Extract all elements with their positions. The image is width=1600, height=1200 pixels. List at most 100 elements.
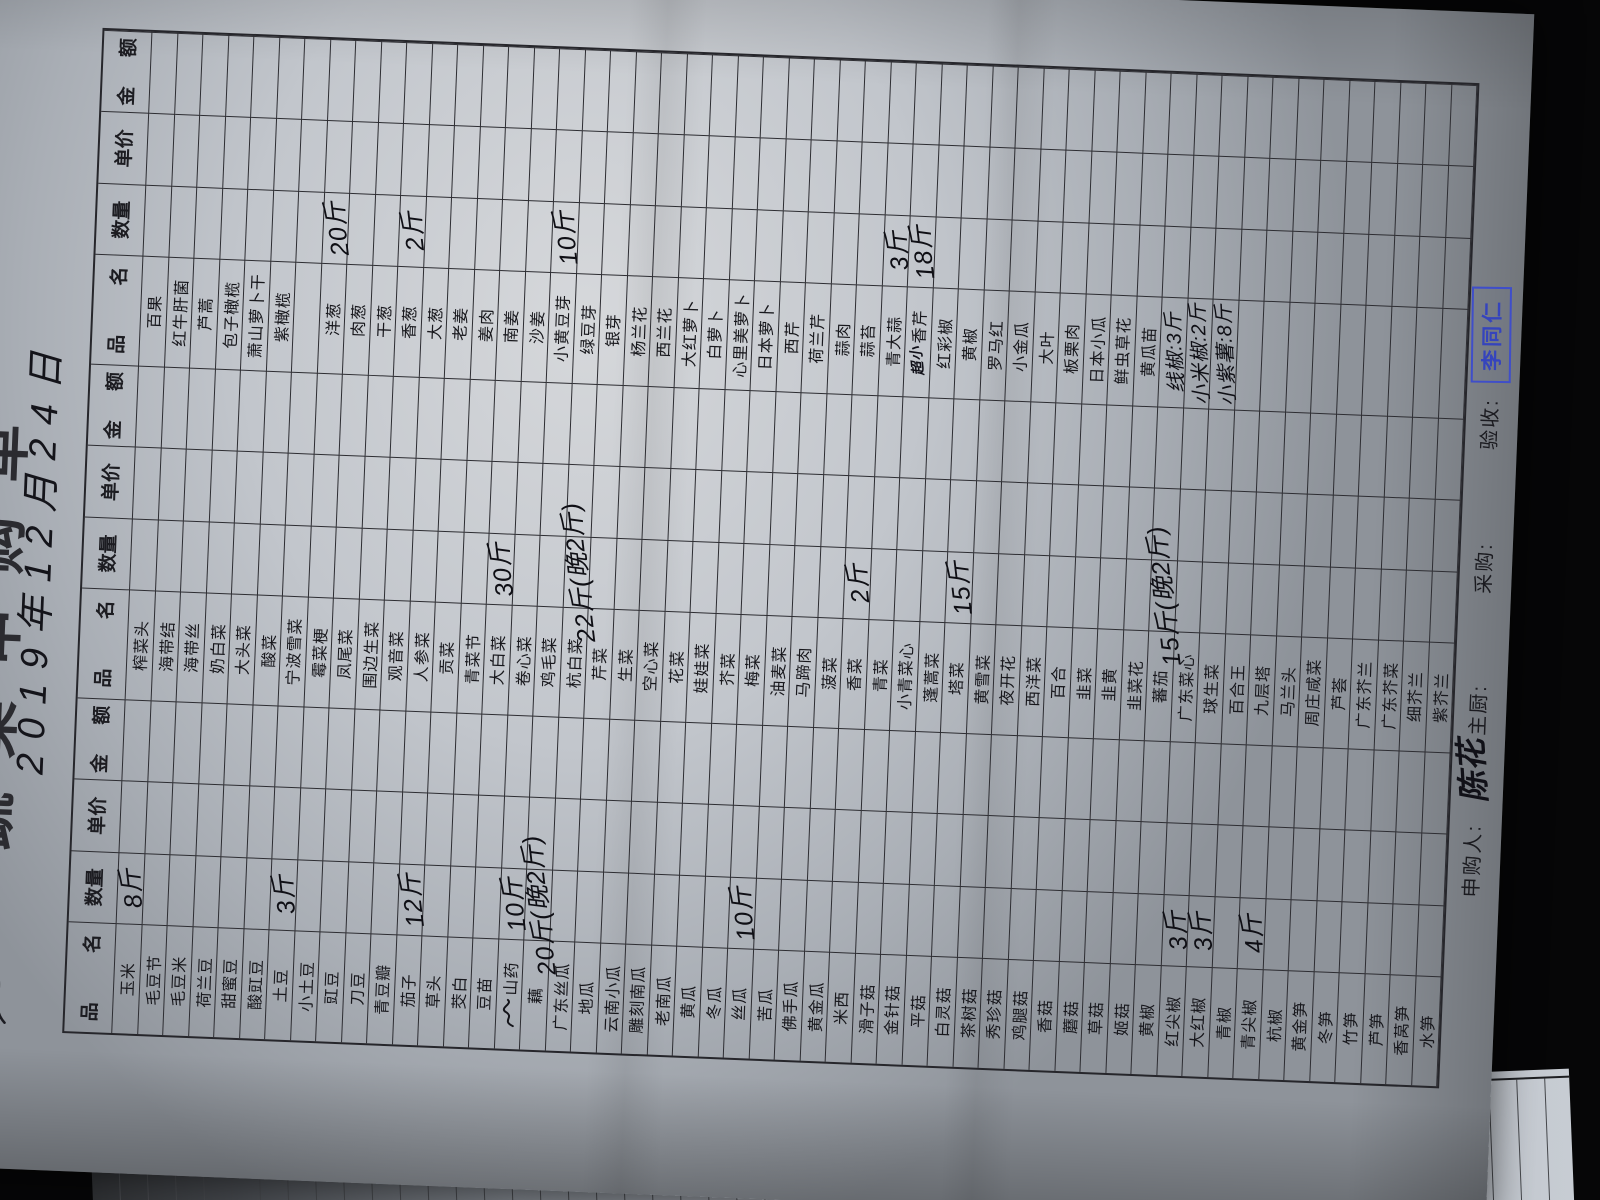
- unit-price-cell: [401, 123, 430, 196]
- printed-item: 草菇: [1088, 1000, 1107, 1036]
- handwritten-quantity: 12斤: [395, 870, 430, 930]
- amount-cell: [492, 379, 522, 462]
- printed-item: 黄椒: [962, 327, 981, 362]
- amount-cell: [1372, 80, 1401, 163]
- unit-price-cell: [604, 131, 634, 205]
- handwritten-quantity: 10斤: [549, 207, 584, 267]
- quantity-cell: [167, 854, 196, 927]
- quantity-cell: [270, 189, 300, 262]
- amount-cell: [1333, 413, 1363, 496]
- printed-item: 梅菜: [744, 652, 764, 688]
- amount-cell: [951, 398, 980, 481]
- chef-label: 主厨:: [1467, 683, 1492, 737]
- unit-price-cell: [132, 446, 162, 520]
- amount-cell: [1397, 81, 1427, 164]
- printed-item: 广东芥菜: [1381, 661, 1401, 730]
- amount-cell: [555, 716, 585, 799]
- quantity-cell: [1366, 233, 1395, 306]
- unit-price-cell: [528, 128, 557, 202]
- column-header: 数量: [82, 516, 133, 590]
- amount-cell: [1116, 739, 1145, 822]
- quantity-cell: [1276, 564, 1305, 637]
- unit-price-cell: [999, 481, 1028, 555]
- unit-price-cell: [1139, 152, 1169, 226]
- amount-cell: [1141, 740, 1171, 823]
- unit-price-cell: [1177, 488, 1206, 562]
- printed-item: 奶白菜: [209, 622, 229, 675]
- printed-item: 刀豆: [349, 971, 368, 1006]
- unit-price-cell: [578, 798, 607, 872]
- unit-price-cell: [1240, 825, 1269, 899]
- amount-cell: [1268, 745, 1298, 828]
- quantity-cell: [1111, 223, 1140, 296]
- amount-cell: [174, 32, 204, 115]
- column-header: 数量: [95, 182, 147, 256]
- quantity-cell: 2斤: [398, 194, 430, 267]
- quantity-cell: [168, 185, 198, 258]
- quantity-cell: [180, 520, 210, 593]
- unit-price-cell: [961, 145, 991, 219]
- quantity-cell: [716, 541, 745, 614]
- unit-price-cell: [681, 134, 710, 208]
- quantity-cell: [779, 878, 808, 951]
- printed-item: 青椒: [1215, 1005, 1234, 1041]
- amount-cell: [1448, 84, 1478, 167]
- amount-cell: [696, 388, 726, 471]
- amount-cell: [530, 715, 559, 798]
- amount-cell: [1129, 405, 1159, 488]
- unit-price-cell: [1089, 150, 1118, 224]
- printed-item: 杨兰花: [630, 305, 650, 357]
- quantity-cell: [474, 198, 504, 270]
- amount-cell: [1039, 736, 1069, 819]
- printed-item: 苦瓜: [756, 987, 776, 1023]
- unit-price-cell: [1318, 159, 1347, 233]
- unit-price-cell: [299, 118, 328, 192]
- unit-price-cell: [209, 449, 238, 523]
- quantity-cell: [831, 212, 860, 285]
- quantity-cell: [1110, 892, 1139, 965]
- quantity-cell: [678, 206, 707, 279]
- unit-price-cell: [1292, 158, 1322, 232]
- quantity-cell: [219, 187, 249, 260]
- printed-item: 鸡腿菇: [1011, 989, 1031, 1041]
- printed-item: 鲜虫草花: [1114, 316, 1135, 385]
- amount-cell: [733, 723, 763, 806]
- printed-item: 塔菜: [948, 660, 968, 696]
- amount-cell: [606, 718, 636, 801]
- printed-item: 大红萝卜: [681, 298, 701, 368]
- amount-cell: [760, 56, 790, 139]
- amount-cell: [1168, 72, 1198, 155]
- printed-item: 鸡毛菜: [540, 636, 560, 688]
- amount-cell: [480, 45, 510, 128]
- printed-item: 心里美萝卜: [731, 292, 753, 379]
- unit-price-cell: [362, 455, 391, 529]
- quantity-cell: [1288, 899, 1318, 972]
- unit-price-cell: [297, 787, 327, 861]
- quantity-cell: 3斤: [269, 858, 301, 931]
- unit-price-cell: [1203, 489, 1232, 563]
- quantity-cell: [754, 209, 784, 282]
- amount-cell: [1217, 743, 1247, 826]
- unit-price-cell: [1087, 819, 1117, 893]
- amount-cell: [1282, 411, 1312, 494]
- unit-price-cell: [1165, 153, 1194, 227]
- printed-item: 老南瓜: [654, 974, 674, 1027]
- printed-item: 豆苗: [476, 976, 496, 1011]
- amount-cell: [237, 369, 267, 452]
- unit-price-cell: [1113, 820, 1142, 894]
- amount-cell: [556, 48, 586, 131]
- column-header: 单价: [98, 110, 150, 185]
- purchase-form-page: 蔬菜申购单 2019年12月24日 品 名数量 单价金 额品 名数量 单价金 额品 …: [0, 0, 1534, 1200]
- amount-cell: [186, 367, 216, 450]
- quantity-cell: [881, 882, 910, 955]
- amount-cell: [1346, 79, 1376, 162]
- amount-cell: [582, 49, 612, 132]
- unit-price-cell: [144, 781, 174, 855]
- printed-item: 黄金笋: [1291, 1000, 1311, 1053]
- quantity-cell: [410, 529, 439, 602]
- amount-cell: [721, 389, 751, 472]
- amount-cell: [568, 382, 598, 465]
- table-row: 山药 10斤 卷心菜 沙姜: [494, 47, 561, 1050]
- quantity-cell: [1442, 236, 1472, 309]
